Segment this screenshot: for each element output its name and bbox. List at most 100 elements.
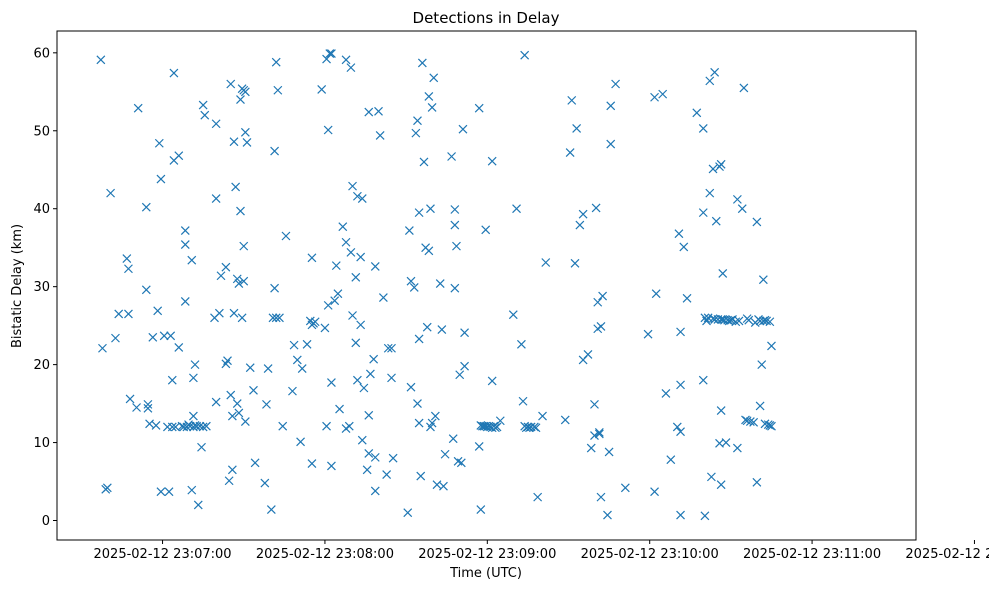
data-point-x-marker	[374, 106, 383, 116]
data-point-x-marker	[450, 205, 460, 214]
data-point-x-marker	[596, 492, 606, 502]
data-point-x-marker	[240, 87, 250, 97]
data-point-x-marker	[180, 297, 190, 306]
data-point-x-marker	[710, 67, 720, 77]
data-point-x-marker	[731, 317, 741, 327]
data-point-x-marker	[716, 480, 726, 490]
data-point-x-marker	[320, 323, 330, 333]
data-point-x-marker	[333, 289, 343, 299]
data-point-x-marker	[200, 110, 210, 120]
x-tick-label: 2025-02-12 23:10:00	[581, 547, 719, 562]
data-point-x-marker	[414, 334, 424, 344]
data-point-x-marker	[239, 276, 249, 286]
y-axis: 0 10 20 30 40 50 60	[33, 46, 57, 529]
data-point-x-marker	[224, 476, 234, 486]
data-point-x-marker	[169, 68, 179, 78]
data-point-x-marker	[448, 434, 458, 444]
data-point-x-marker	[452, 241, 461, 251]
data-point-x-marker	[578, 209, 588, 219]
data-point-x-marker	[643, 329, 653, 339]
data-point-x-marker	[758, 275, 768, 285]
data-point-x-marker	[409, 283, 419, 292]
data-point-x-marker	[440, 449, 450, 459]
data-point-x-marker	[278, 421, 288, 431]
data-point-x-marker	[133, 103, 143, 113]
data-point-x-marker	[271, 313, 281, 323]
data-point-x-marker	[435, 279, 445, 288]
data-point-x-marker	[348, 181, 357, 191]
y-tick-label: 50	[33, 124, 50, 139]
data-point-x-marker	[156, 487, 166, 497]
data-point-x-marker	[193, 500, 203, 510]
data-point-x-marker	[716, 159, 726, 169]
data-point-x-marker	[325, 49, 335, 59]
data-point-x-marker	[323, 125, 333, 135]
data-point-x-marker	[143, 403, 153, 413]
data-point-x-marker	[187, 255, 197, 265]
data-point-x-marker	[98, 343, 107, 353]
data-point-x-marker	[572, 124, 582, 133]
data-point-x-marker	[151, 420, 161, 430]
data-point-x-marker	[596, 321, 606, 331]
data-point-x-marker	[424, 246, 434, 256]
data-point-x-marker	[698, 124, 708, 133]
data-point-x-marker	[450, 283, 460, 293]
y-tick-label: 40	[33, 202, 50, 217]
data-point-x-marker	[266, 505, 276, 515]
data-point-x-marker	[567, 95, 577, 105]
data-point-x-marker	[481, 225, 491, 235]
data-point-x-marker	[762, 316, 772, 326]
data-point-x-marker	[414, 208, 424, 218]
data-point-x-marker	[765, 317, 775, 327]
data-point-x-marker	[174, 343, 184, 352]
data-point-x-marker	[201, 421, 211, 431]
data-point-x-marker	[430, 411, 440, 421]
data-point-x-marker	[270, 283, 280, 293]
data-point-x-marker	[122, 254, 132, 264]
data-point-x-marker	[357, 194, 367, 204]
data-point-x-marker	[417, 58, 427, 68]
data-point-x-marker	[221, 359, 231, 369]
data-point-x-marker	[166, 331, 176, 341]
data-point-x-marker	[450, 220, 460, 230]
data-point-x-marker	[721, 438, 731, 447]
data-point-x-marker	[270, 146, 280, 156]
data-point-x-marker	[297, 364, 307, 373]
y-tick-label: 30	[33, 280, 50, 295]
data-point-x-marker	[698, 208, 708, 218]
data-point-x-marker	[734, 316, 744, 326]
data-point-x-marker	[310, 317, 320, 327]
data-point-x-marker	[598, 291, 608, 301]
data-point-x-marker	[273, 85, 283, 95]
data-point-x-marker	[346, 247, 356, 257]
data-point-x-marker	[413, 116, 422, 126]
data-point-x-marker	[439, 481, 448, 491]
y-tick-label: 20	[33, 358, 50, 373]
data-point-x-marker	[541, 258, 551, 267]
data-point-x-marker	[341, 237, 351, 247]
data-point-x-marker	[307, 459, 317, 469]
data-point-x-marker	[767, 421, 776, 431]
data-point-x-marker	[682, 293, 692, 303]
data-point-x-marker	[227, 465, 237, 475]
data-point-x-marker	[216, 271, 226, 281]
data-point-x-marker	[424, 92, 434, 101]
data-point-x-marker	[234, 279, 244, 288]
data-point-x-marker	[323, 300, 333, 310]
data-point-x-marker	[492, 422, 502, 432]
data-point-x-marker	[651, 289, 661, 299]
data-point-x-marker	[757, 360, 767, 370]
data-point-x-marker	[370, 486, 380, 496]
data-point-x-marker	[658, 89, 668, 99]
x-tick-label: 2025-02-12 23:08:00	[256, 547, 394, 562]
data-point-x-marker	[570, 258, 580, 268]
data-point-x-marker	[249, 385, 258, 395]
data-point-x-marker	[538, 411, 547, 421]
data-point-x-marker	[752, 217, 762, 227]
data-point-x-marker	[388, 453, 398, 463]
data-point-x-marker	[250, 458, 260, 468]
data-point-x-marker	[531, 423, 541, 433]
data-point-x-marker	[114, 309, 124, 319]
data-point-x-marker	[742, 416, 752, 426]
data-point-x-marker	[591, 203, 601, 213]
